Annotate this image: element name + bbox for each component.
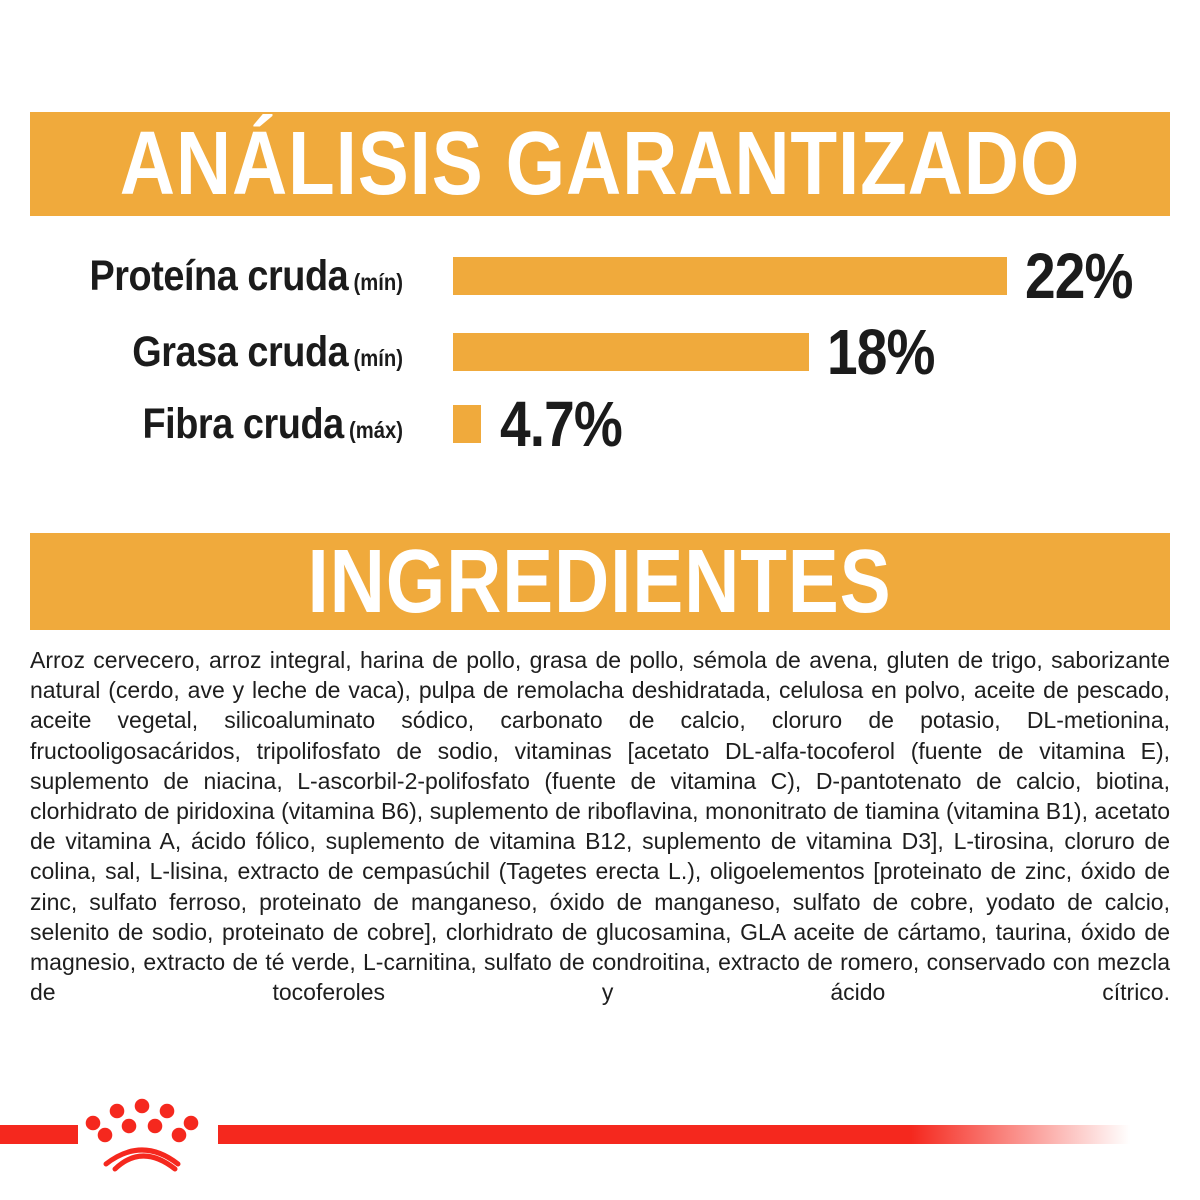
fat-value: 18% [827,316,935,388]
chart-row-fiber: Fibra cruda (máx) 4.7% [0,392,1200,456]
chart-row-protein: Proteína cruda (mín) 22% [0,244,1200,308]
fiber-value: 4.7% [500,388,623,460]
nutrient-name: Fibra cruda [142,400,344,448]
nutrient-label-protein: Proteína cruda (mín) [48,255,403,298]
fiber-bar [453,405,481,443]
protein-value: 22% [1025,240,1133,312]
nutrient-qualifier: (mín) [353,345,403,371]
analysis-title: ANÁLISIS GARANTIZADO [119,114,1081,214]
fat-bar [453,333,809,371]
ingredients-title: INGREDIENTES [307,531,893,632]
nutrient-qualifier: (mín) [353,269,403,295]
analysis-banner: ANÁLISIS GARANTIZADO [30,112,1170,216]
brand-ribbon-right [218,1125,1130,1144]
protein-bar [453,257,1007,295]
ingredients-banner: INGREDIENTES [30,533,1170,630]
nutrient-name: Grasa cruda [132,328,349,376]
nutrient-qualifier: (máx) [349,417,403,443]
chart-row-fat: Grasa cruda (mín) 18% [0,320,1200,384]
nutrient-label-fat: Grasa cruda (mín) [48,331,403,374]
brand-ribbon-left [0,1125,78,1144]
royal-canin-crown-logo [85,1098,199,1172]
nutrient-label-fiber: Fibra cruda (máx) [48,403,403,446]
nutrient-name: Proteína cruda [89,252,349,300]
ingredients-paragraph: Arroz cervecero, arroz integral, harina … [30,647,1170,1006]
